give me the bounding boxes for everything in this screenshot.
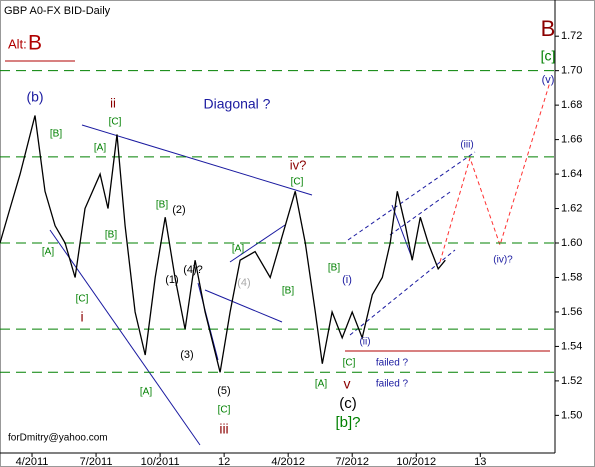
annotation: (ii) (359, 337, 370, 348)
annotation: [B] (156, 200, 168, 211)
channel-line (389, 191, 451, 236)
annotation: [C] (291, 177, 304, 188)
annotation: (c) (339, 395, 357, 412)
annotation: [B] (282, 286, 294, 297)
annotation: [c] (541, 48, 556, 64)
price-line (0, 115, 446, 373)
x-tick-label: 10/2011 (141, 456, 180, 467)
annotation: (1) (165, 274, 178, 286)
annotation: B (28, 32, 42, 55)
annotation: [C] (218, 405, 231, 416)
annotation: [A] (315, 379, 327, 390)
y-tick-label: 1.72 (561, 30, 582, 42)
y-tick-label: 1.54 (561, 340, 582, 352)
annotation: (4) (237, 277, 250, 289)
wave-lines (5, 60, 551, 446)
y-tick-label: 1.64 (561, 168, 582, 180)
trend-line (49, 229, 201, 446)
annotation: (4)? (183, 264, 203, 276)
x-tick-label: 4/2011 (16, 456, 49, 467)
chart-title: GBP A0-FX BID-Daily (4, 5, 111, 17)
annotation: [B] (50, 129, 62, 140)
annotation: (v) (542, 74, 555, 86)
trend-line (204, 289, 283, 323)
annotation: [B] (105, 230, 117, 241)
annotation: [A] (140, 387, 152, 398)
annotation: forDmitry@yahoo.com (8, 433, 108, 444)
x-tick-label: 10/2012 (396, 456, 436, 467)
annotation: [C] (343, 358, 356, 369)
annotation: iii (219, 421, 228, 437)
annotation: [A] (42, 247, 54, 258)
trend-line (391, 204, 413, 259)
annotation: Alt: (8, 36, 27, 51)
annotation: Diagonal ? (204, 96, 271, 112)
annotation: i (80, 309, 83, 325)
x-tick-label: 7/2012 (335, 456, 369, 467)
y-tick-label: 1.52 (561, 375, 582, 387)
x-tick-label: 4/2012 (271, 456, 305, 467)
annotation: failed ? (376, 358, 409, 369)
annotation: (iv)? (493, 255, 513, 266)
annotation: [B] (328, 263, 340, 274)
annotation: [b]? (335, 414, 360, 431)
annotation: failed ? (376, 379, 409, 390)
y-tick-label: 1.62 (561, 202, 582, 214)
annotation: (i) (342, 274, 352, 286)
annotation: (2) (172, 204, 185, 216)
annotation: [C] (76, 294, 89, 305)
y-tick-label: 1.60 (561, 237, 582, 249)
annotation: v (344, 376, 351, 392)
y-tick-label: 1.68 (561, 99, 582, 111)
trend-line (81, 124, 313, 196)
x-tick-label: 13 (474, 456, 486, 467)
y-tick-label: 1.56 (561, 306, 582, 318)
annotation: ii (110, 95, 116, 110)
y-tick-label: 1.58 (561, 271, 582, 283)
x-tick-label: 7/2011 (80, 456, 113, 467)
channel-line (349, 249, 456, 336)
annotation: (3) (180, 349, 193, 361)
annotation: [A] (232, 244, 244, 255)
channel-line (347, 151, 476, 241)
annotation: (iii) (460, 140, 473, 151)
y-tick-label: 1.66 (561, 134, 582, 146)
projection (439, 81, 551, 263)
y-tick-label: 1.70 (561, 65, 582, 77)
annotation: B (541, 16, 556, 41)
annotation: (b) (26, 89, 43, 105)
annotation: [A] (94, 143, 106, 154)
x-tick-label: 12 (218, 456, 230, 467)
annotation: (5) (217, 385, 230, 397)
y-tick-label: 1.50 (561, 409, 582, 421)
annotation: [C] (109, 117, 122, 128)
annotation: iv? (290, 157, 307, 172)
